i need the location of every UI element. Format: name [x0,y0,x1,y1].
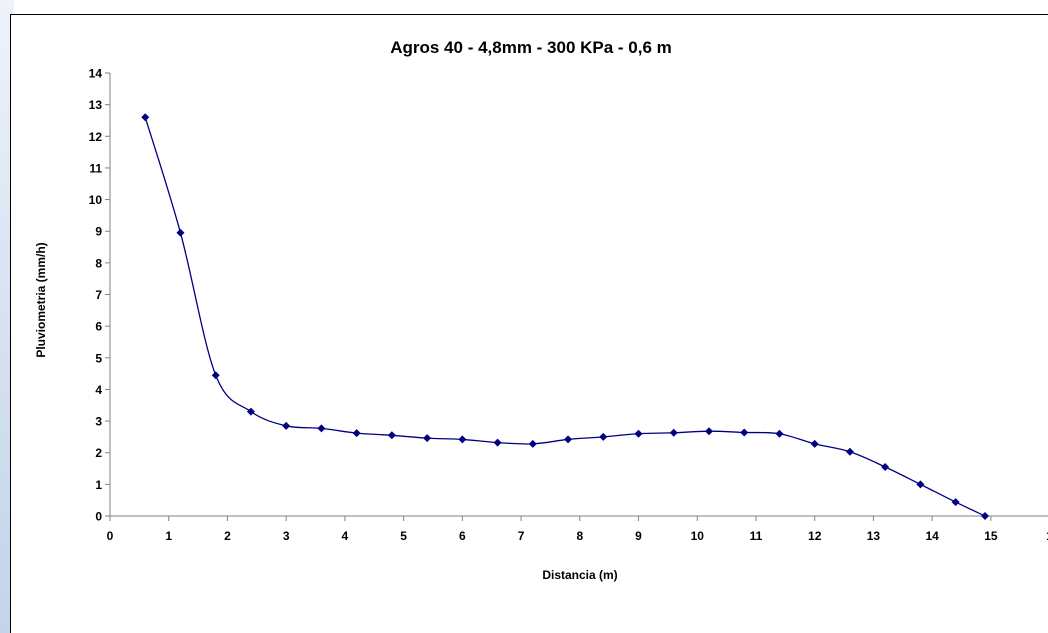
data-point-marker [317,424,326,433]
x-tick-label: 15 [984,529,998,543]
data-point-marker [423,434,432,443]
y-tick-label: 9 [95,225,102,239]
data-point-marker [458,435,467,444]
y-tick-label: 14 [89,67,103,81]
y-tick-label: 1 [95,478,102,492]
data-point-marker [352,429,361,438]
y-tick-label: 6 [95,320,102,334]
data-point-marker [246,407,255,416]
data-point-marker [845,447,854,456]
data-point-marker [141,113,150,122]
y-tick-label: 10 [89,193,103,207]
x-tick-label: 1 [165,529,172,543]
series-line [144,117,986,517]
x-tick-label: 7 [518,529,525,543]
x-tick-label: 9 [635,529,642,543]
data-point-marker [387,431,396,440]
data-point-marker [599,432,608,441]
chart-area [10,14,1048,633]
data-point-marker [211,371,220,380]
y-tick-label: 0 [95,510,102,524]
x-axis-label: Distancia (m) [542,568,617,582]
x-tick-label: 14 [925,529,939,543]
x-tick-label: 11 [750,529,763,543]
data-point-marker [282,421,291,430]
x-tick-label: 5 [400,529,407,543]
x-tick-label: 6 [459,529,466,543]
data-point-marker [528,439,537,448]
x-tick-label: 0 [107,529,114,543]
data-point-marker [669,428,678,437]
y-tick-label: 3 [95,415,102,429]
data-point-marker [704,427,713,436]
y-tick-label: 11 [89,161,102,175]
y-tick-label: 13 [89,98,103,112]
data-point-marker [810,439,819,448]
data-point-marker [564,435,573,444]
x-tick-label: 8 [576,529,583,543]
x-tick-label: 13 [867,529,881,543]
data-point-marker [775,429,784,438]
data-point-marker [881,462,890,471]
data-point-marker [176,228,185,237]
x-tick-label: 1 [1046,529,1048,543]
data-point-marker [493,438,502,447]
data-point-marker [981,512,990,520]
x-tick-label: 10 [691,529,705,543]
y-tick-label: 4 [95,383,102,397]
data-point-marker [916,480,925,489]
x-tick-label: 12 [808,529,822,543]
x-tick-label: 3 [283,529,290,543]
y-tick-label: 2 [95,446,102,460]
y-tick-label: 8 [95,256,102,270]
data-point-marker [951,498,960,507]
y-tick-label: 12 [89,130,103,144]
data-point-marker [740,428,749,437]
x-tick-label: 4 [342,529,349,543]
y-tick-label: 7 [95,288,102,302]
x-tick-label: 2 [224,529,231,543]
y-tick-label: 5 [95,351,102,365]
y-axis-label: Pluviometria (mm/h) [34,242,48,357]
chart-title: Agros 40 - 4,8mm - 300 KPa - 0,6 m [390,38,672,57]
data-point-marker [634,429,643,438]
